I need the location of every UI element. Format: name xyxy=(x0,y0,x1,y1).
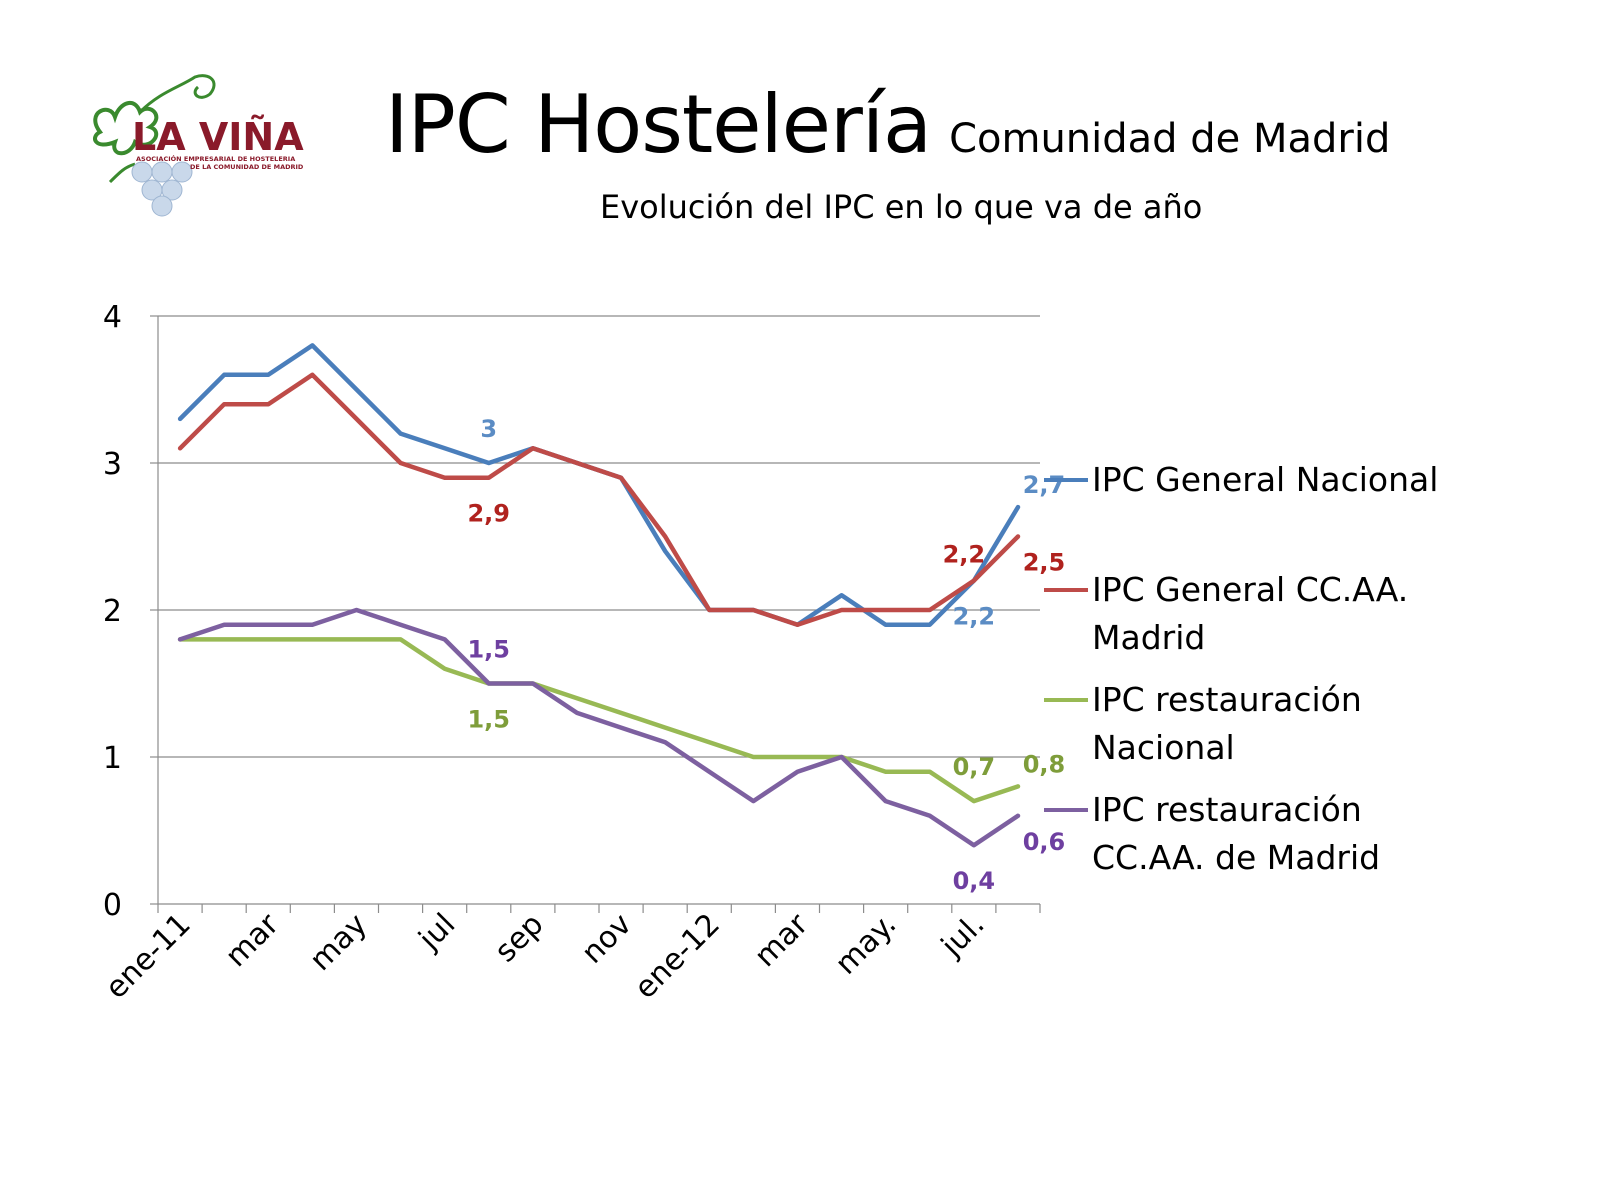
legend-swatch xyxy=(1044,808,1088,812)
x-tick-label: may xyxy=(303,907,374,978)
y-tick-label: 1 xyxy=(103,741,122,776)
series-lines xyxy=(177,343,1021,848)
x-tick-label: sep xyxy=(488,907,550,969)
x-tick-label: nov xyxy=(575,907,639,971)
grape-vine-logo-icon: LA VIÑA ASOCIACIÓN EMPRESARIAL DE HOSTEL… xyxy=(93,74,304,217)
legend-item-ipc-general-madrid: IPC General CC.AA. Madrid xyxy=(1044,566,1512,662)
title-suffix: Comunidad de Madrid xyxy=(949,116,1391,162)
series-line xyxy=(177,372,1021,627)
x-tick-label: jul xyxy=(412,907,463,958)
series-line xyxy=(177,343,1021,627)
data-label: 2,9 xyxy=(467,500,510,528)
data-label: 2,2 xyxy=(943,541,986,569)
legend-label: IPC restauración xyxy=(1092,790,1362,829)
legend-label: IPC General CC.AA. xyxy=(1092,570,1409,609)
data-label: 2,7 xyxy=(1023,471,1066,499)
data-label: 3 xyxy=(480,415,497,443)
data-label: 2,5 xyxy=(1023,549,1066,577)
grid-lines xyxy=(158,315,1040,758)
data-labels: 3 2,2 2,7 2,9 2,2 2,5 1,5 0,7 0,8 1,5 0,4 0,6 xyxy=(467,415,1065,895)
y-tick-label: 0 xyxy=(103,888,122,923)
data-label: 0,7 xyxy=(953,753,996,781)
series-line xyxy=(177,607,1021,848)
title-main: IPC Hostelería xyxy=(385,78,932,171)
legend-label: IPC General Nacional xyxy=(1092,460,1439,499)
la-vina-logo: LA VIÑA ASOCIACIÓN EMPRESARIAL DE HOSTEL… xyxy=(80,72,340,222)
data-label: 1,5 xyxy=(467,636,510,664)
legend-item-ipc-restauracion-nacional: IPC restauración Nacional xyxy=(1044,676,1512,772)
legend-label: IPC restauración xyxy=(1092,680,1362,719)
logo-line-2: DE LA COMUNIDAD DE MADRID xyxy=(190,163,304,171)
logo-name: LA VIÑA xyxy=(132,115,304,159)
legend-label-line-2: Madrid xyxy=(1092,618,1206,657)
y-tick-label: 3 xyxy=(103,447,122,482)
x-tick-label: mar xyxy=(748,906,816,974)
x-tick-label: ene-12 xyxy=(628,907,727,1006)
series-line xyxy=(177,637,1021,804)
y-tick-label: 4 xyxy=(103,300,122,335)
x-tick-label: jul. xyxy=(934,907,991,964)
data-label: 1,5 xyxy=(467,706,510,734)
y-axis-tick-labels: 0 1 2 3 4 xyxy=(103,300,122,923)
legend-item-ipc-restauracion-madrid: IPC restauración CC.AA. de Madrid xyxy=(1044,786,1512,882)
x-tick-label: mar xyxy=(219,906,287,974)
axes xyxy=(150,315,1041,913)
legend-label-line-2: Nacional xyxy=(1092,728,1235,767)
page-title: IPC Hostelería Comunidad de Madrid xyxy=(385,78,1390,171)
data-label: 0,6 xyxy=(1023,828,1066,856)
legend-swatch xyxy=(1044,698,1088,702)
legend-swatch xyxy=(1044,588,1088,592)
logo-line-1: ASOCIACIÓN EMPRESARIAL DE HOSTELERIA xyxy=(136,154,295,163)
page-subtitle: Evolución del IPC en lo que va de año xyxy=(600,188,1203,226)
legend-item-ipc-general-nacional: IPC General Nacional xyxy=(1044,456,1512,504)
legend-label-line-2: CC.AA. de Madrid xyxy=(1092,838,1381,877)
x-tick-label: may. xyxy=(829,907,904,982)
y-tick-label: 2 xyxy=(103,594,122,629)
legend-swatch xyxy=(1044,478,1088,482)
data-label: 2,2 xyxy=(953,603,996,631)
data-label: 0,8 xyxy=(1023,750,1066,778)
data-label: 0,4 xyxy=(953,867,996,895)
